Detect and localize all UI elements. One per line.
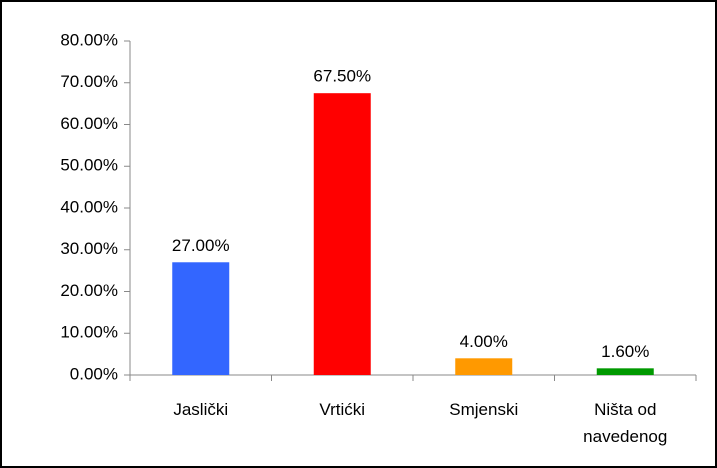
x-tick-label: Vrtićki	[319, 400, 366, 419]
y-tick-label: 10.00%	[60, 323, 118, 342]
data-label: 1.60%	[601, 342, 649, 361]
y-tick-label: 60.00%	[60, 114, 118, 133]
bar	[455, 358, 513, 375]
y-tick-label: 80.00%	[60, 30, 118, 49]
y-tick-label: 20.00%	[60, 281, 118, 300]
data-label: 4.00%	[460, 332, 508, 351]
x-tick-label: Ništa od navedenog	[583, 400, 668, 446]
x-tick-label: Jaslički	[173, 400, 229, 419]
y-tick-label: 0.00%	[70, 364, 118, 383]
y-tick-label: 40.00%	[60, 197, 118, 216]
data-label: 67.50%	[313, 67, 371, 86]
bar	[172, 262, 230, 375]
y-tick-label: 30.00%	[60, 239, 118, 258]
y-tick-label: 50.00%	[60, 156, 118, 175]
data-label: 27.00%	[172, 236, 230, 255]
y-tick-label: 70.00%	[60, 72, 118, 91]
x-tick-label: Smjenski	[449, 400, 519, 419]
bar	[313, 93, 371, 375]
bar	[596, 368, 654, 375]
